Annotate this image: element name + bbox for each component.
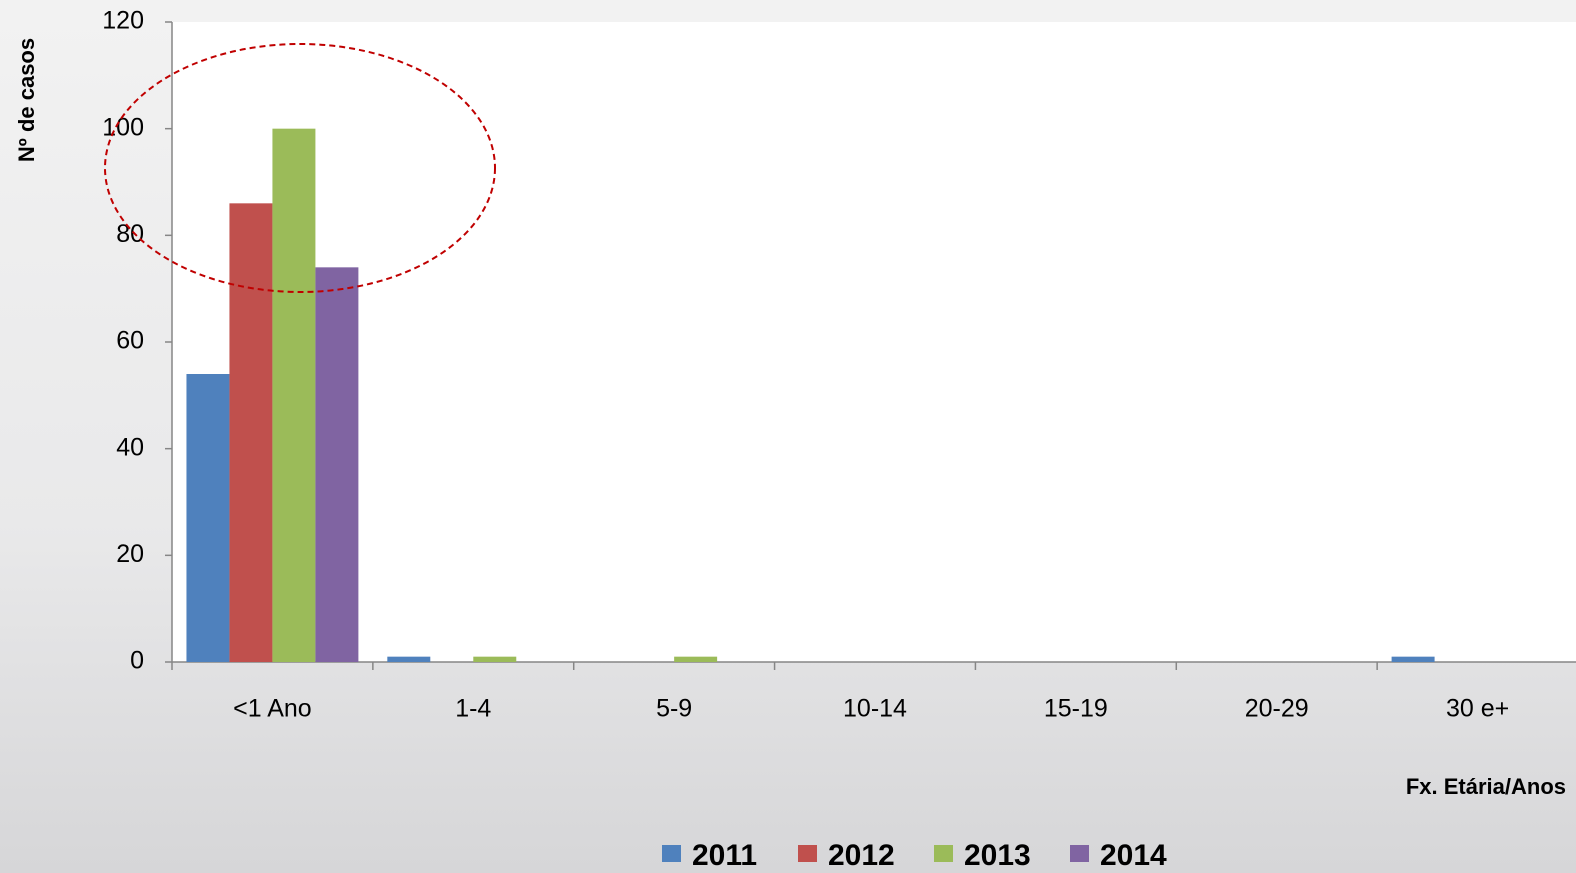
x-axis-title: Fx. Etária/Anos	[1406, 774, 1566, 799]
bar	[473, 656, 517, 662]
x-tick-label: 15-19	[1044, 695, 1108, 723]
legend-label: 2014	[1100, 839, 1167, 872]
y-tick-label: 20	[116, 540, 144, 568]
legend-swatch	[934, 845, 953, 862]
legend-swatch	[798, 845, 817, 862]
plot: 0 20 40 60 80 100 120 <1 Ano 1-4 5-9 10-14 15-19 20-…	[102, 7, 1576, 872]
plot-area	[172, 22, 1576, 662]
bar	[186, 374, 230, 662]
y-tick-label: 100	[102, 113, 144, 141]
bar	[315, 267, 359, 662]
y-tick-label: 60	[116, 327, 144, 355]
y-tick-label: 80	[116, 220, 144, 248]
x-tick-label: 1-4	[455, 695, 491, 723]
x-tick-label: <1 Ano	[233, 695, 312, 723]
bar	[1391, 656, 1435, 662]
legend-label: 2013	[964, 839, 1031, 872]
legend-label: 2011	[692, 839, 757, 872]
y-tick-label: 40	[116, 433, 144, 461]
bar	[674, 656, 718, 662]
y-axis-title: Nº de casos	[14, 38, 39, 162]
bar	[272, 128, 316, 662]
x-tick-label: 10-14	[843, 695, 907, 723]
x-tick-label: 5-9	[656, 695, 692, 723]
x-tick-label: 20-29	[1245, 695, 1309, 723]
legend-swatch	[662, 845, 681, 862]
legend-label: 2012	[828, 839, 895, 872]
legend-swatch	[1070, 845, 1089, 862]
bar	[229, 203, 273, 663]
y-tick-label: 120	[102, 7, 144, 35]
y-tick-label: 0	[130, 647, 144, 675]
highlight-ellipse	[104, 43, 496, 293]
bar	[387, 656, 431, 662]
x-tick-label: 30 e+	[1446, 695, 1509, 723]
